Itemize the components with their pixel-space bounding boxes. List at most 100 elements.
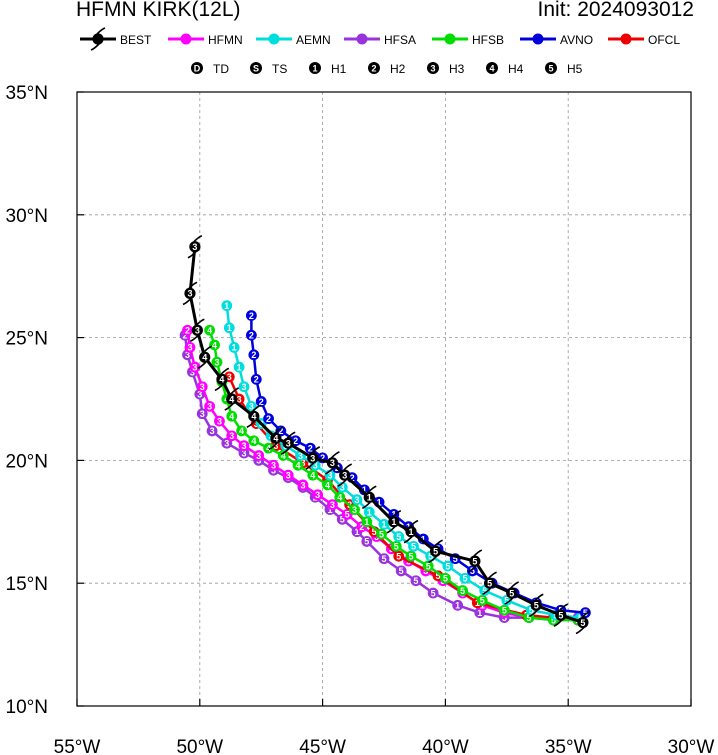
hurricane-arm-top (330, 451, 340, 459)
best-track-point: 1 (361, 485, 377, 509)
intensity-text: 3 (195, 326, 200, 336)
aemn-intensity-label: 3 (340, 483, 345, 493)
hurricane-arm-top (581, 610, 591, 619)
intensity-text: 5 (580, 618, 585, 628)
intensity-marker-text: 3 (430, 64, 435, 74)
hfsb-track-point (361, 516, 373, 528)
aemn-track-point (393, 531, 405, 542)
x-tick-label: 35°W (545, 737, 592, 755)
hurricane-arm-bottom (187, 251, 197, 259)
hurricane-arm-top (286, 431, 296, 439)
avno-intensity-label: 5 (453, 554, 458, 564)
hfmn-intensity-label: 3 (242, 441, 247, 451)
hfsb-track-point (422, 560, 434, 572)
ofcl-intensity-label: 3 (237, 394, 242, 404)
hfsa-track-point (410, 575, 422, 587)
legend-item-ofcl: OFCL (608, 33, 680, 47)
intensity-label: TS (272, 62, 287, 76)
avno-intensity-label: 2 (251, 350, 256, 360)
avno-intensity-label: 1 (421, 534, 426, 544)
legend-item-avno: AVNO (520, 33, 593, 47)
hurricane-arm-bottom (528, 609, 538, 618)
hfmn-track-point (327, 499, 338, 511)
hfmn-intensity-label: 3 (315, 490, 320, 500)
chart-title: HFMN KIRK(12L) (76, 0, 241, 21)
hfsb-intensity-label: 4 (239, 426, 244, 436)
y-tick-label: 10°N (6, 697, 48, 718)
hurricane-arm-bottom (575, 626, 585, 635)
hfsa-intensity-label: 1 (327, 505, 332, 515)
hurricane-arm-bottom (246, 420, 256, 428)
y-tick-label: 20°N (6, 451, 48, 472)
best-track-point: 3 (280, 431, 296, 455)
avno-track-point (467, 565, 478, 577)
hfsb-intensity-label: 4 (212, 340, 217, 350)
hurricane-arm-top (96, 27, 106, 35)
hurricane-arm-bottom (482, 587, 492, 595)
avno-track-point (255, 396, 267, 407)
aemn-intensity-label: 1 (237, 362, 242, 372)
hfsb-intensity-label: 4 (229, 411, 234, 421)
hfmn-track-point (297, 479, 309, 491)
avno-track-point (248, 349, 260, 361)
hurricane-arm-bottom (190, 334, 199, 342)
aemn-intensity-label: 1 (227, 323, 232, 333)
grid-lines (77, 92, 691, 706)
hfmn-intensity-label: 2 (185, 326, 190, 336)
best-track-point: 3 (305, 446, 321, 470)
hurricane-dot (199, 351, 211, 363)
hfsb-intensity-label: 5 (502, 606, 507, 616)
intensity-text: 1 (367, 493, 372, 503)
aemn-intensity-label: 5 (504, 596, 509, 606)
hurricane-arm-top (311, 446, 321, 454)
aemn-track-point (363, 506, 375, 518)
hurricane-dot (429, 545, 442, 557)
hurricane-arm-bottom (325, 467, 334, 475)
hfsb-track-point (476, 594, 488, 606)
aemn-intensity-label: 5 (428, 551, 433, 561)
aemn-intensity-label: 5 (463, 574, 468, 584)
hfsb-track-point (322, 479, 333, 491)
hfmn-track-point (312, 489, 324, 501)
hfsa-track-point (361, 536, 373, 547)
best-track-point: 5 (467, 549, 483, 573)
hurricane-dot (191, 324, 203, 336)
aemn-intensity-label: 5 (411, 542, 416, 552)
hurricane-arm-bottom (337, 479, 347, 487)
intensity-label: TD (213, 62, 229, 76)
best-track-point: 4 (224, 387, 240, 411)
hfmn-intensity-label: 5 (345, 510, 350, 520)
avno-intensity-label: 1 (362, 485, 367, 495)
hfsa-intensity-label: 3 (224, 439, 229, 449)
hurricane-arm-top (409, 519, 419, 528)
hfmn-intensity-label: 3 (187, 343, 192, 353)
legend-intensity-h2: 2 H2 (368, 62, 406, 76)
hfsb-track-point (292, 459, 304, 471)
intensity-text: 1 (391, 517, 396, 527)
y-tick-label: 25°N (6, 329, 48, 350)
best-track-point: 3 (182, 281, 198, 306)
track-series: 5555115555515123333333333325555155555525… (179, 234, 591, 635)
hfsb-track-point (211, 356, 223, 368)
intensity-marker-text: 2 (371, 64, 376, 74)
intensity-label: H2 (390, 62, 406, 76)
intensity-text: 3 (192, 242, 197, 252)
hurricane-symbol-icon (90, 27, 106, 51)
hfsa-track-point (452, 599, 464, 611)
intensity-legend: D TD S TS 1 H1 2 H2 3 H3 4 H4 5 H5 (191, 62, 583, 76)
intensity-text: 3 (330, 458, 335, 468)
hfmn-track-point (196, 381, 208, 393)
hfsa-intensity-label: 3 (197, 389, 202, 399)
hurricane-arm-top (252, 404, 262, 412)
best-track-point: 3 (325, 451, 340, 475)
hurricane-dot (326, 457, 339, 469)
hfsb-track-point (236, 425, 247, 437)
hfsa-intensity-label: 5 (381, 554, 386, 564)
legend-marker (180, 33, 192, 45)
hfmn-intensity-label: 3 (200, 382, 205, 392)
hfmn-intensity-label: 5 (374, 532, 379, 542)
hurricane-arm-top (534, 593, 544, 601)
hfsb-intensity-label: 5 (409, 551, 414, 561)
track-line-best (188, 246, 584, 624)
